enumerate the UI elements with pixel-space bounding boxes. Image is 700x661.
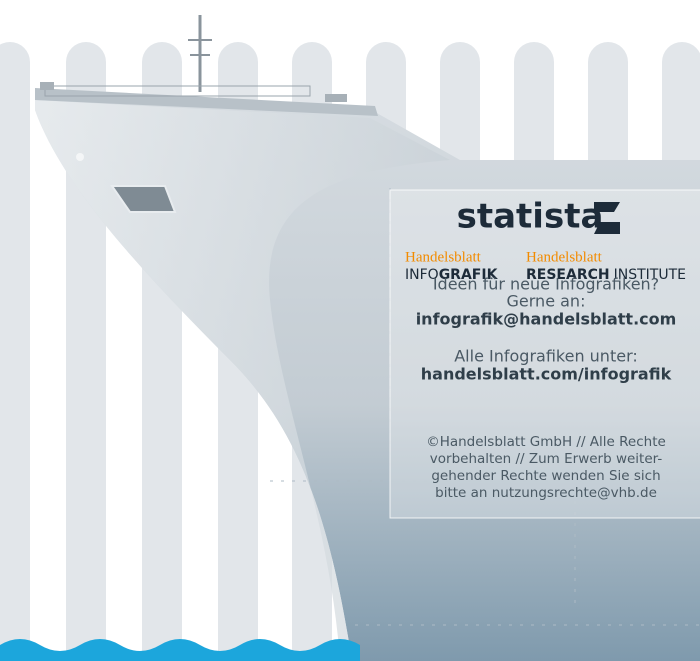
copyright-line: vorbehalten // Zum Erwerb weiter- <box>430 451 663 467</box>
contact-email[interactable]: infografik@handelsblatt.com <box>416 310 677 329</box>
partner-brand: Handelsblatt <box>405 249 482 265</box>
copyright-line: bitte an nutzungsrechte@vhb.de <box>435 485 657 501</box>
graphics-url[interactable]: handelsblatt.com/infografik <box>421 365 672 384</box>
copyright-line: gehender Rechte wenden Sie sich <box>431 468 660 484</box>
infographic-footer: statista Handelsblatt INFOGRAFIK Handels… <box>0 0 700 661</box>
logo: statista <box>457 197 604 237</box>
copyright-line: ©Handelsblatt GmbH // Alle Rechte <box>426 434 666 450</box>
partner-brand: Handelsblatt <box>526 249 603 265</box>
graphics-line: Alle Infografiken unter: <box>454 347 638 366</box>
contact-line: Gerne an: <box>507 292 586 311</box>
